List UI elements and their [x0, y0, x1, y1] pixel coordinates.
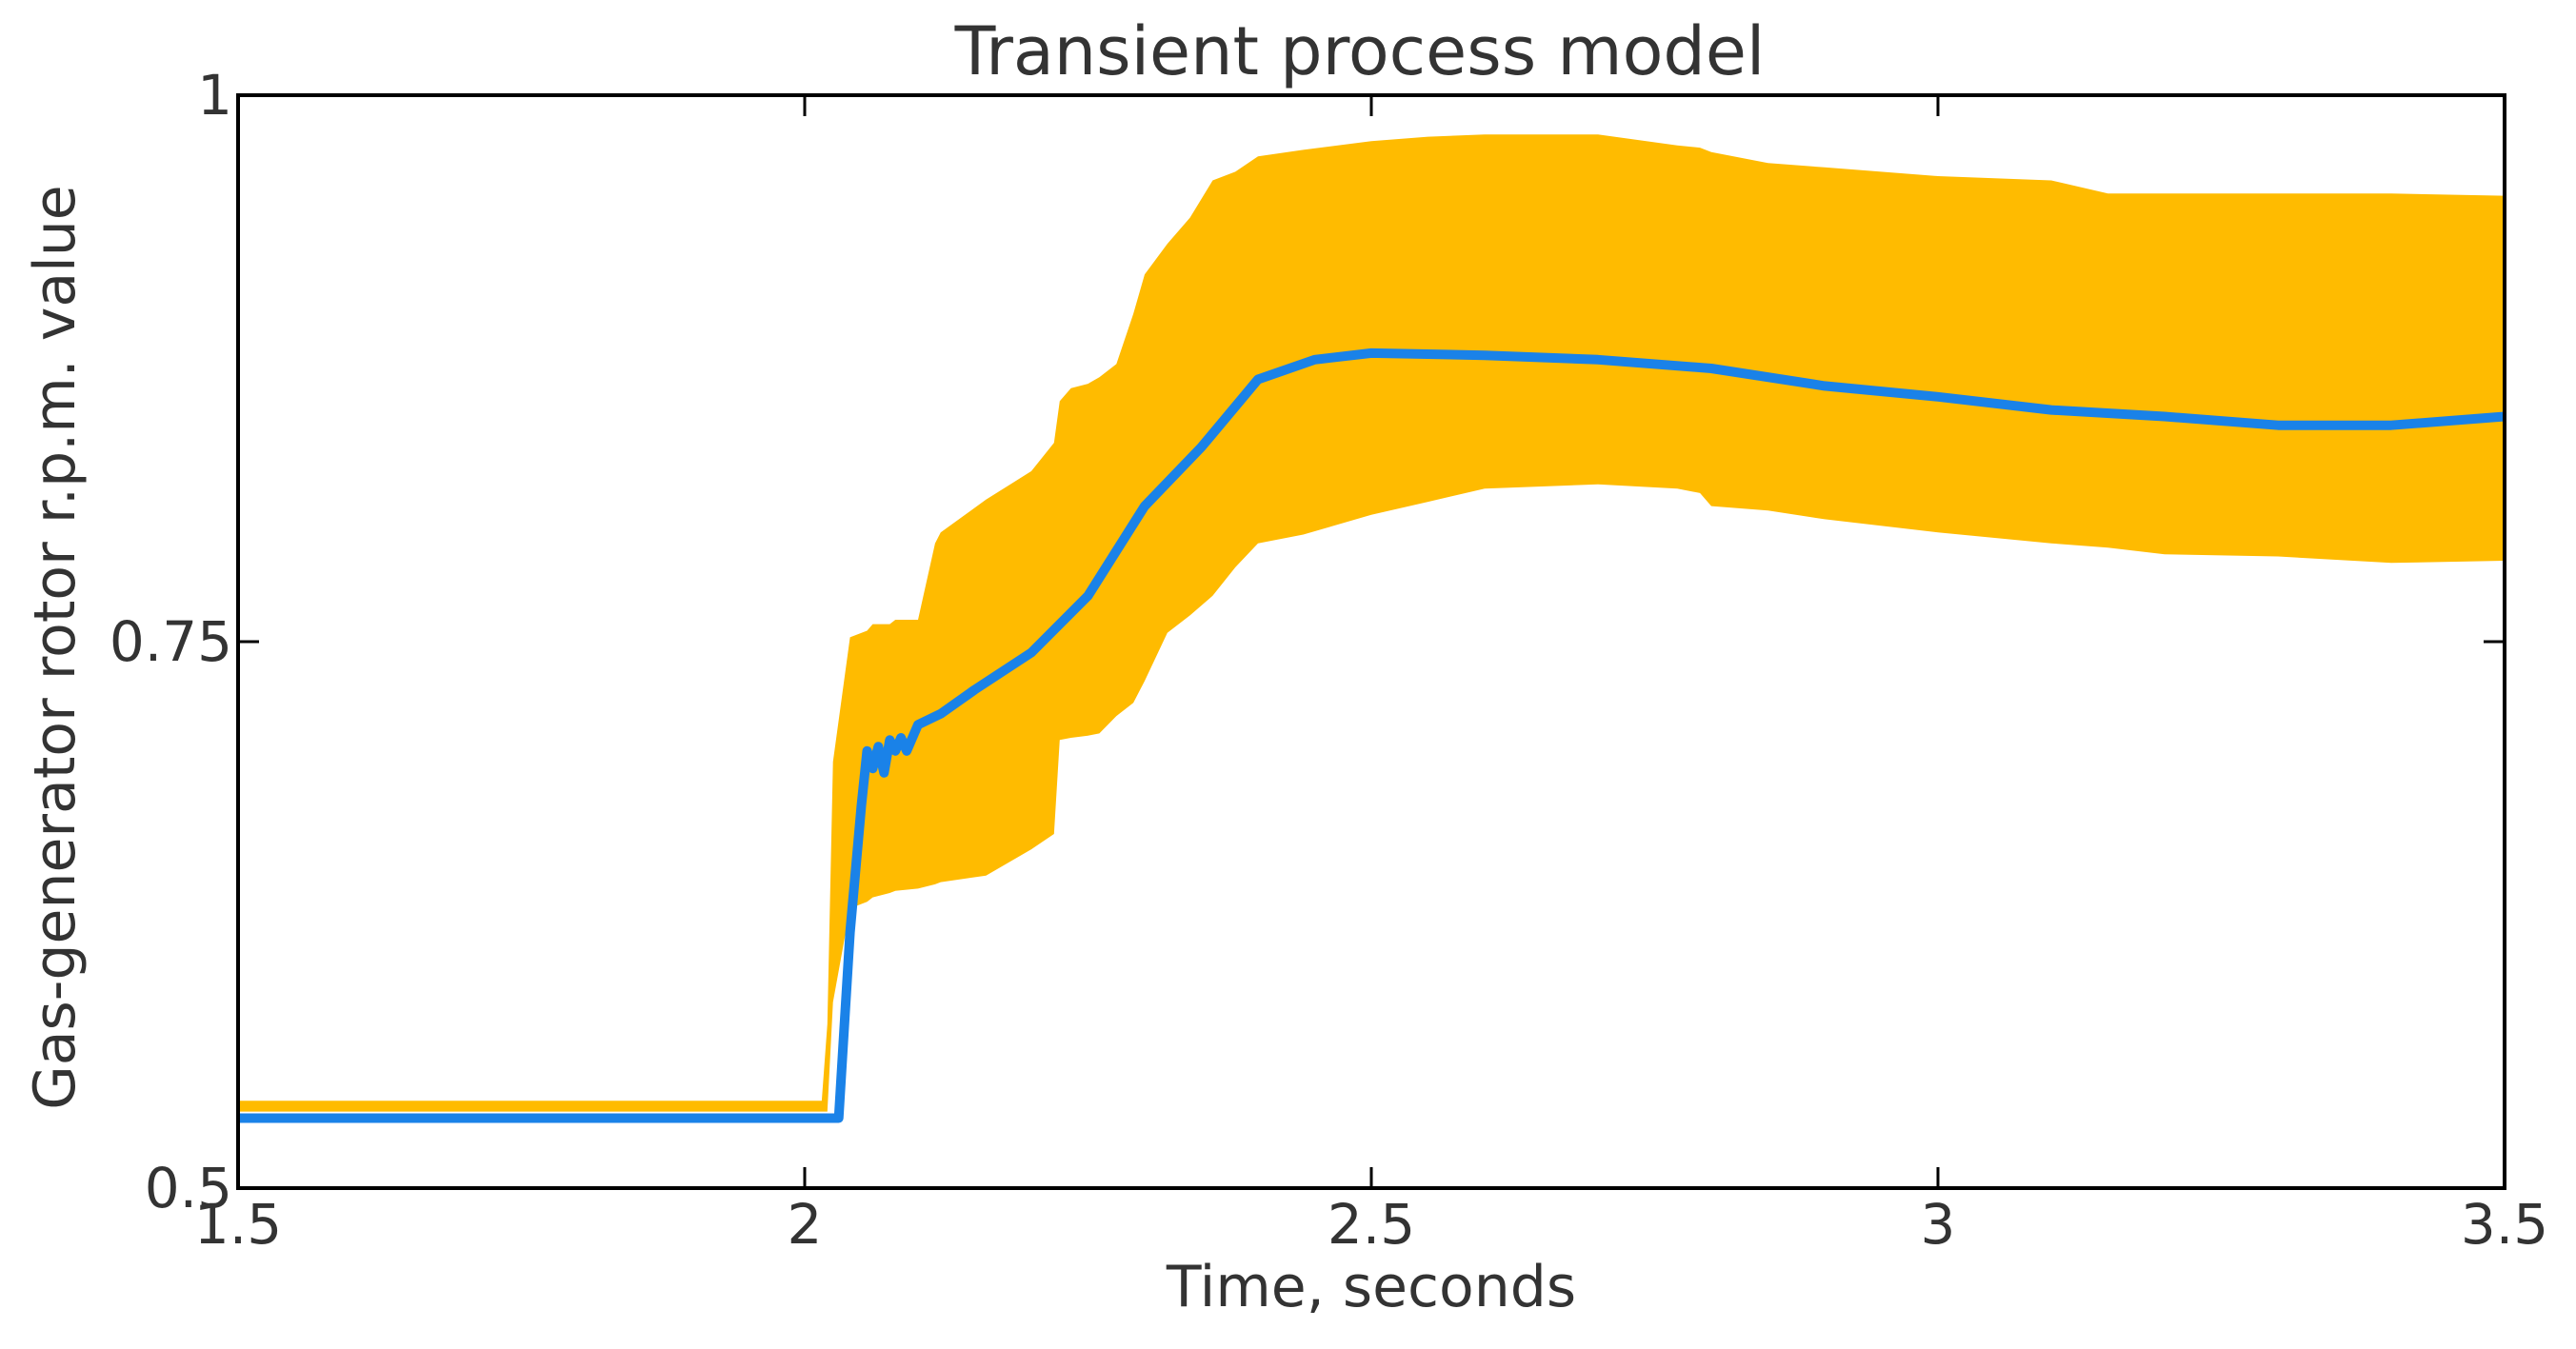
y-axis-label: Gas-generator rotor r.p.m. value [22, 185, 89, 1109]
plot-area [238, 134, 2506, 1123]
confidence-band [238, 134, 2505, 1112]
x-tick-label: 3 [1921, 1192, 1956, 1257]
mean-line [238, 347, 2506, 1123]
y-tick-label: 0.75 [110, 609, 232, 674]
chart-title: Transient process model [954, 12, 1766, 90]
x-tick-label: 2 [788, 1192, 823, 1257]
x-tick-label: 2.5 [1328, 1192, 1415, 1257]
y-tick-label: 0.5 [145, 1156, 232, 1220]
x-tick-label: 3.5 [2461, 1192, 2548, 1257]
y-tick-label: 1 [197, 63, 232, 128]
x-tick-label: 1.5 [194, 1192, 282, 1257]
x-axis-label: Time, seconds [1166, 1254, 1576, 1320]
axis-ticks: 1.5 2 2.5 3 3.5 0.5 0.75 1 [110, 63, 2548, 1257]
